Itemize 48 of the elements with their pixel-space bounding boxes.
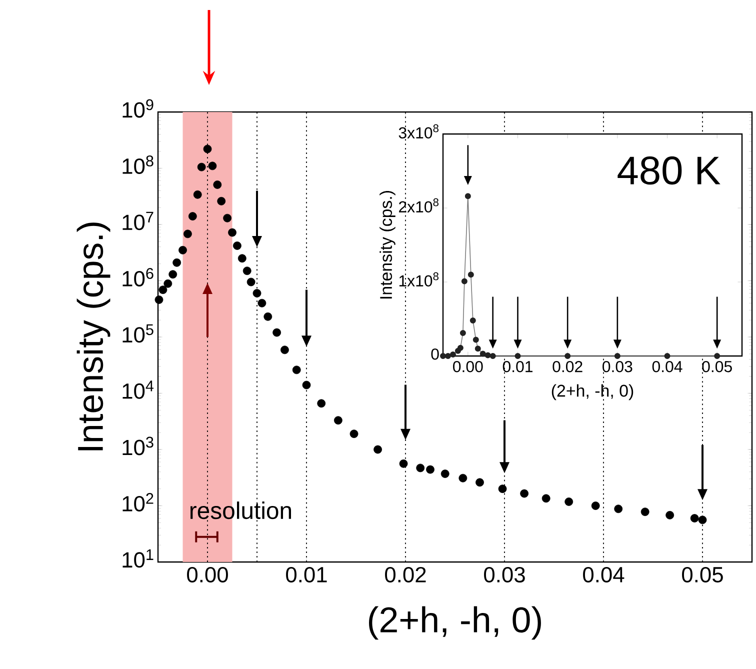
y-tick-label: 10$^{8}$ [122, 156, 154, 174]
point [664, 353, 670, 359]
point [484, 352, 491, 358]
y-tick-label: 10$^{2}$ [122, 493, 154, 512]
annotation: 480 K [618, 156, 720, 185]
point [614, 353, 620, 359]
point [461, 278, 468, 284]
y-tick-label: 10$^{6}$ [122, 268, 154, 286]
point [714, 353, 720, 359]
y-tick-label: 10$^{3}$ [122, 436, 154, 456]
y-tick-label: 3x10$^{8}$ [398, 124, 438, 138]
point [457, 344, 464, 351]
point [468, 272, 474, 278]
x-tick-label: 0.03 [484, 566, 525, 582]
point [480, 350, 486, 357]
point [490, 353, 496, 359]
x-tick-label: 0.04 [583, 566, 624, 582]
x-tick-label: 0.05 [682, 566, 723, 582]
x-tick-label: 0.02 [385, 566, 426, 582]
x-tick-label: 0.00 [453, 360, 483, 372]
x-tick-label: 0.05 [702, 360, 732, 372]
point [450, 352, 456, 358]
y-tick-label: 10$^{5}$ [122, 324, 154, 343]
x-tick-label: 0.02 [552, 360, 582, 372]
x-tick-label: 0.04 [652, 360, 682, 372]
point [514, 353, 521, 359]
x-tick-label: 0.03 [602, 360, 632, 372]
point [564, 353, 571, 359]
point [472, 336, 479, 343]
y-tick-label: 0 [431, 348, 439, 360]
y-tick-label: 2x10$^{8}$ [399, 198, 438, 212]
y-tick-label: 10$^{4}$ [122, 380, 154, 399]
point [470, 317, 476, 324]
y-tick-label: 10$^{9}$ [122, 99, 154, 118]
y-tick-label: 10$^{1}$ [122, 549, 154, 568]
point [464, 193, 471, 200]
x-tick-label: 0.01 [502, 360, 532, 372]
x-axis-title: (2+h, -h, 0) [552, 384, 634, 400]
point [460, 330, 466, 336]
y-tick-label: 10$^{7}$ [122, 212, 154, 230]
x-tick-label: 0.01 [286, 566, 327, 582]
x-tick-label: 0.00 [187, 566, 228, 582]
point [474, 346, 481, 352]
x-axis-title: (2+h, -h, 0) [369, 606, 541, 640]
y-axis-title: Intensity (cps.) [76, 222, 110, 450]
y-axis-title: Intensity (cps.) [380, 191, 396, 298]
y-tick-label: 1x10$^{8}$ [399, 272, 438, 286]
annotation: resolution [190, 502, 291, 520]
